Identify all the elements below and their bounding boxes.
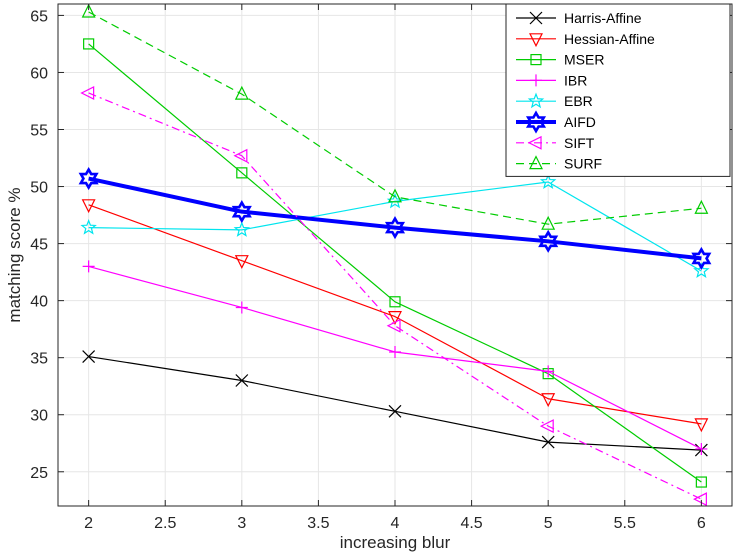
- legend: Harris-Affine Hessian-Affine MSER IBR EBR AIF…: [505, 3, 731, 177]
- legend-item: AIFD: [516, 110, 596, 134]
- data-point: [538, 229, 559, 253]
- legend-item: SIFT: [516, 135, 595, 151]
- tick-labels: 2 2.5 3 3.5 4 4.5 5 5.5 6 25 30 35 40 45 50 55 60 65: [30, 4, 732, 532]
- data-point: [389, 345, 401, 358]
- data-point: [81, 3, 96, 18]
- data-point: [235, 301, 248, 314]
- data-point: [231, 200, 252, 224]
- legend-item: EBR: [516, 92, 593, 109]
- data-point: [693, 262, 710, 278]
- series-line: [88, 176, 702, 261]
- x-tick-label: 6: [697, 515, 706, 532]
- legend-marker: [525, 110, 547, 134]
- series-surf: [81, 3, 709, 230]
- legend-marker: [529, 33, 543, 48]
- data-point: [386, 318, 401, 333]
- legend-marker: [530, 74, 542, 87]
- data-point: [233, 221, 251, 237]
- series-sift: [80, 86, 707, 507]
- legend-marker: [530, 53, 542, 66]
- data-point: [234, 255, 249, 270]
- legend-label: MSER: [564, 52, 604, 68]
- data-point: [693, 492, 707, 507]
- data-point: [694, 199, 709, 214]
- series-hessian-affine: [81, 199, 709, 433]
- data-point: [83, 38, 95, 50]
- legend-marker: [529, 155, 543, 170]
- y-tick-label: 45: [30, 237, 48, 254]
- series-aifd: [78, 166, 712, 271]
- legend-box: [505, 3, 731, 177]
- x-tick-label: 2: [84, 515, 93, 532]
- data-point: [384, 216, 406, 240]
- data-point: [234, 85, 249, 100]
- data-point: [80, 86, 95, 100]
- data-point: [388, 188, 402, 203]
- legend-item: MSER: [516, 52, 604, 68]
- data-point: [388, 404, 402, 418]
- x-tick-label: 3: [237, 515, 246, 532]
- data-point: [539, 173, 557, 189]
- data-point: [695, 476, 707, 488]
- y-axis-title: matching score %: [5, 187, 24, 322]
- series-mser: [83, 38, 707, 488]
- legend-label: SIFT: [564, 135, 595, 151]
- series-line: [88, 92, 702, 500]
- data-point: [694, 418, 709, 433]
- series-ibr: [82, 260, 708, 455]
- series-line: [88, 204, 702, 425]
- data-point: [695, 442, 708, 455]
- legend-marker: [529, 11, 543, 25]
- data-point: [236, 167, 248, 179]
- x-tick-label: 5: [544, 515, 553, 532]
- legend-label: IBR: [564, 72, 587, 88]
- y-tick-label: 65: [30, 8, 48, 25]
- legend-label: EBR: [564, 93, 593, 109]
- data-point: [539, 419, 554, 434]
- data-point: [82, 260, 95, 273]
- data-point: [542, 365, 555, 378]
- legend-item: Hessian-Affine: [516, 31, 655, 48]
- data-point: [389, 296, 401, 308]
- y-tick-label: 30: [30, 408, 48, 425]
- x-tick-label: 4: [391, 515, 400, 532]
- series-layer: [78, 3, 712, 507]
- data-point: [388, 311, 402, 325]
- legend-label: SURF: [564, 156, 602, 172]
- legend-item: SURF: [516, 155, 602, 172]
- data-point: [80, 218, 97, 235]
- data-point: [235, 374, 249, 387]
- series-line: [88, 43, 702, 483]
- data-point: [541, 215, 556, 230]
- x-tick-label: 5.5: [614, 515, 636, 532]
- legend-marker: [527, 92, 545, 109]
- legend-label: Hessian-Affine: [564, 31, 655, 47]
- legend-marker: [527, 135, 542, 150]
- data-point: [691, 246, 712, 271]
- x-axis-title: increasing blur: [340, 533, 451, 552]
- x-tick-label: 4.5: [460, 515, 482, 532]
- legend-label: AIFD: [564, 114, 596, 130]
- x-tick-label: 2.5: [154, 515, 176, 532]
- y-tick-label: 50: [30, 180, 48, 197]
- y-tick-label: 60: [30, 65, 48, 82]
- data-point: [233, 148, 248, 163]
- y-tick-label: 35: [30, 351, 48, 368]
- y-tick-label: 40: [30, 294, 48, 311]
- y-tick-label: 25: [30, 465, 48, 482]
- legend-item: Harris-Affine: [516, 10, 642, 26]
- data-point: [541, 393, 556, 408]
- legend-label: Harris-Affine: [564, 10, 642, 26]
- x-tick-label: 3.5: [307, 515, 329, 532]
- y-tick-label: 55: [30, 123, 48, 140]
- data-point: [82, 350, 96, 363]
- data-point: [78, 166, 99, 191]
- data-point: [541, 435, 555, 449]
- data-point: [81, 199, 96, 214]
- series-line: [88, 11, 702, 225]
- legend-item: IBR: [516, 72, 587, 88]
